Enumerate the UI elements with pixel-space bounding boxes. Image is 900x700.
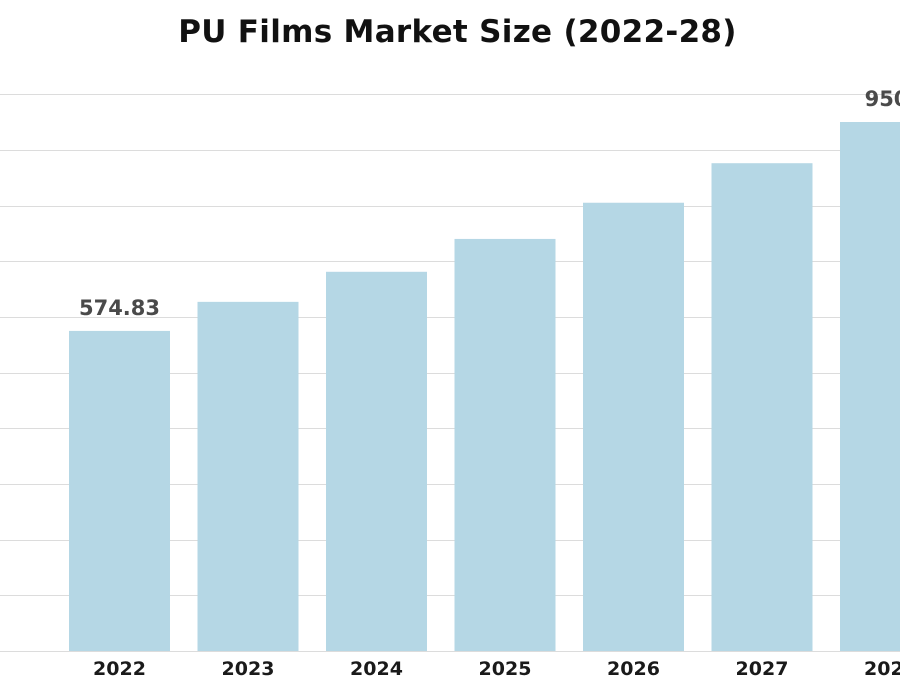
x-tick-2024: 2024 (350, 658, 403, 680)
x-tick-2027: 2027 (736, 658, 789, 680)
bar-2027 (711, 163, 813, 652)
x-tick-2022: 2022 (93, 658, 146, 680)
chart-title: PU Films Market Size (2022-28) (178, 14, 737, 50)
x-tick-2028: 2028 (864, 658, 900, 680)
data-labels: 574.83 950. (79, 87, 900, 320)
x-axis-ticks: 2022 2023 2024 2025 2026 2027 2028 (93, 658, 900, 680)
data-label-2028: 950. (865, 87, 900, 111)
bar-2026 (583, 202, 684, 651)
bar-2028 (840, 122, 900, 651)
bars (69, 122, 900, 652)
bar-2025 (454, 238, 556, 652)
data-label-2022: 574.83 (79, 296, 160, 320)
x-tick-2023: 2023 (222, 658, 275, 680)
bar-2022 (69, 330, 170, 651)
bar-2024 (326, 271, 427, 651)
bar-2023 (197, 301, 299, 651)
x-tick-2026: 2026 (607, 658, 660, 680)
x-tick-2025: 2025 (479, 658, 532, 680)
